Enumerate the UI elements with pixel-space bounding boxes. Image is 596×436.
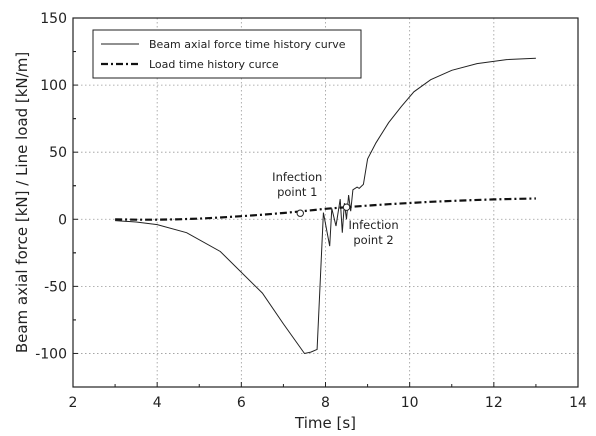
annotation-point-1-line2: point 1 [277,185,317,199]
x-axis-title: Time [s] [294,414,356,432]
legend-label-load: Load time history curce [149,58,279,71]
x-tick-label: 6 [237,395,246,411]
y-tick-label: -50 [44,279,67,295]
markers-layer [296,203,351,217]
x-tick-label: 2 [69,395,78,411]
tick-labels: 2 4 6 8 10 12 14 -100 -50 0 50 100 150 [35,11,587,411]
x-tick-label: 10 [401,395,419,411]
legend: Beam axial force time history curve Load… [92,29,362,79]
infection-point-marker-2 [342,203,351,211]
annotation-point-2-line2: point 2 [353,233,393,247]
y-tick-label: 150 [40,11,67,27]
series-layer [115,57,536,355]
y-tick-label: 100 [40,78,67,94]
x-tick-label: 12 [485,395,503,411]
annotation-point-1-line1: Infection [272,170,322,184]
y-tick-label: 0 [58,212,67,228]
infection-point-marker-1 [296,209,304,217]
x-tick-label: 14 [569,395,587,411]
y-axis-title: Beam axial force [kN] / Line load [kN/m] [13,52,31,353]
x-tick-label: 8 [321,395,330,411]
y-tick-label: 50 [49,145,67,161]
series-line-0 [115,57,536,355]
annotations: Infection point 1 Infection point 2 [272,170,398,247]
series-line-1 [115,197,536,221]
legend-box [92,29,362,79]
x-tick-label: 4 [153,395,162,411]
ticks [72,17,579,387]
annotation-point-2-line1: Infection [348,218,398,232]
legend-label-beam-axial-force: Beam axial force time history curve [149,38,346,51]
y-tick-label: -100 [35,346,67,362]
